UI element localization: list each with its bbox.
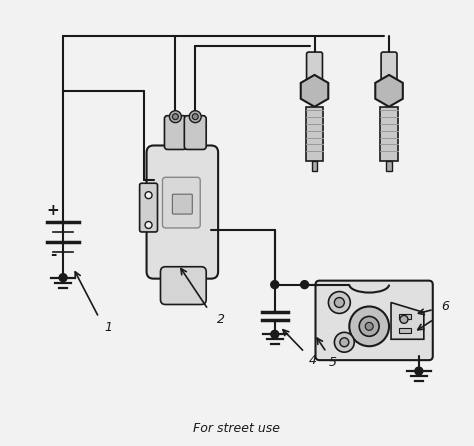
FancyBboxPatch shape — [184, 116, 206, 149]
FancyBboxPatch shape — [164, 116, 186, 149]
Text: -: - — [50, 247, 56, 262]
Circle shape — [145, 222, 152, 228]
Polygon shape — [301, 75, 328, 107]
Bar — [399, 328, 411, 333]
Text: 2: 2 — [217, 313, 225, 326]
Bar — [386, 161, 392, 171]
FancyBboxPatch shape — [140, 183, 157, 232]
Circle shape — [192, 114, 198, 120]
Text: 6: 6 — [442, 300, 450, 313]
Circle shape — [271, 330, 279, 338]
Circle shape — [59, 274, 67, 281]
FancyBboxPatch shape — [381, 52, 397, 81]
Circle shape — [189, 111, 201, 123]
FancyBboxPatch shape — [173, 194, 192, 214]
FancyBboxPatch shape — [307, 52, 322, 81]
Text: 4: 4 — [309, 354, 317, 367]
Text: 5: 5 — [328, 355, 337, 369]
Circle shape — [301, 281, 309, 289]
FancyBboxPatch shape — [161, 267, 206, 305]
Bar — [399, 314, 411, 319]
Circle shape — [328, 292, 350, 314]
Circle shape — [169, 111, 182, 123]
Circle shape — [173, 114, 178, 120]
Circle shape — [349, 306, 389, 346]
FancyBboxPatch shape — [316, 281, 433, 360]
Polygon shape — [375, 75, 403, 107]
Text: 1: 1 — [105, 321, 113, 334]
Circle shape — [334, 297, 344, 307]
Bar — [311, 161, 318, 171]
Text: For street use: For street use — [193, 422, 281, 435]
Circle shape — [415, 367, 423, 375]
FancyBboxPatch shape — [146, 145, 218, 279]
Bar — [306, 107, 323, 161]
Circle shape — [359, 316, 379, 336]
FancyBboxPatch shape — [163, 178, 200, 228]
Circle shape — [365, 322, 373, 330]
Circle shape — [145, 192, 152, 198]
Circle shape — [271, 281, 279, 289]
Polygon shape — [391, 302, 424, 339]
Circle shape — [400, 315, 408, 323]
Bar — [380, 107, 398, 161]
Circle shape — [340, 338, 349, 347]
Text: +: + — [47, 202, 60, 218]
Circle shape — [334, 332, 354, 352]
